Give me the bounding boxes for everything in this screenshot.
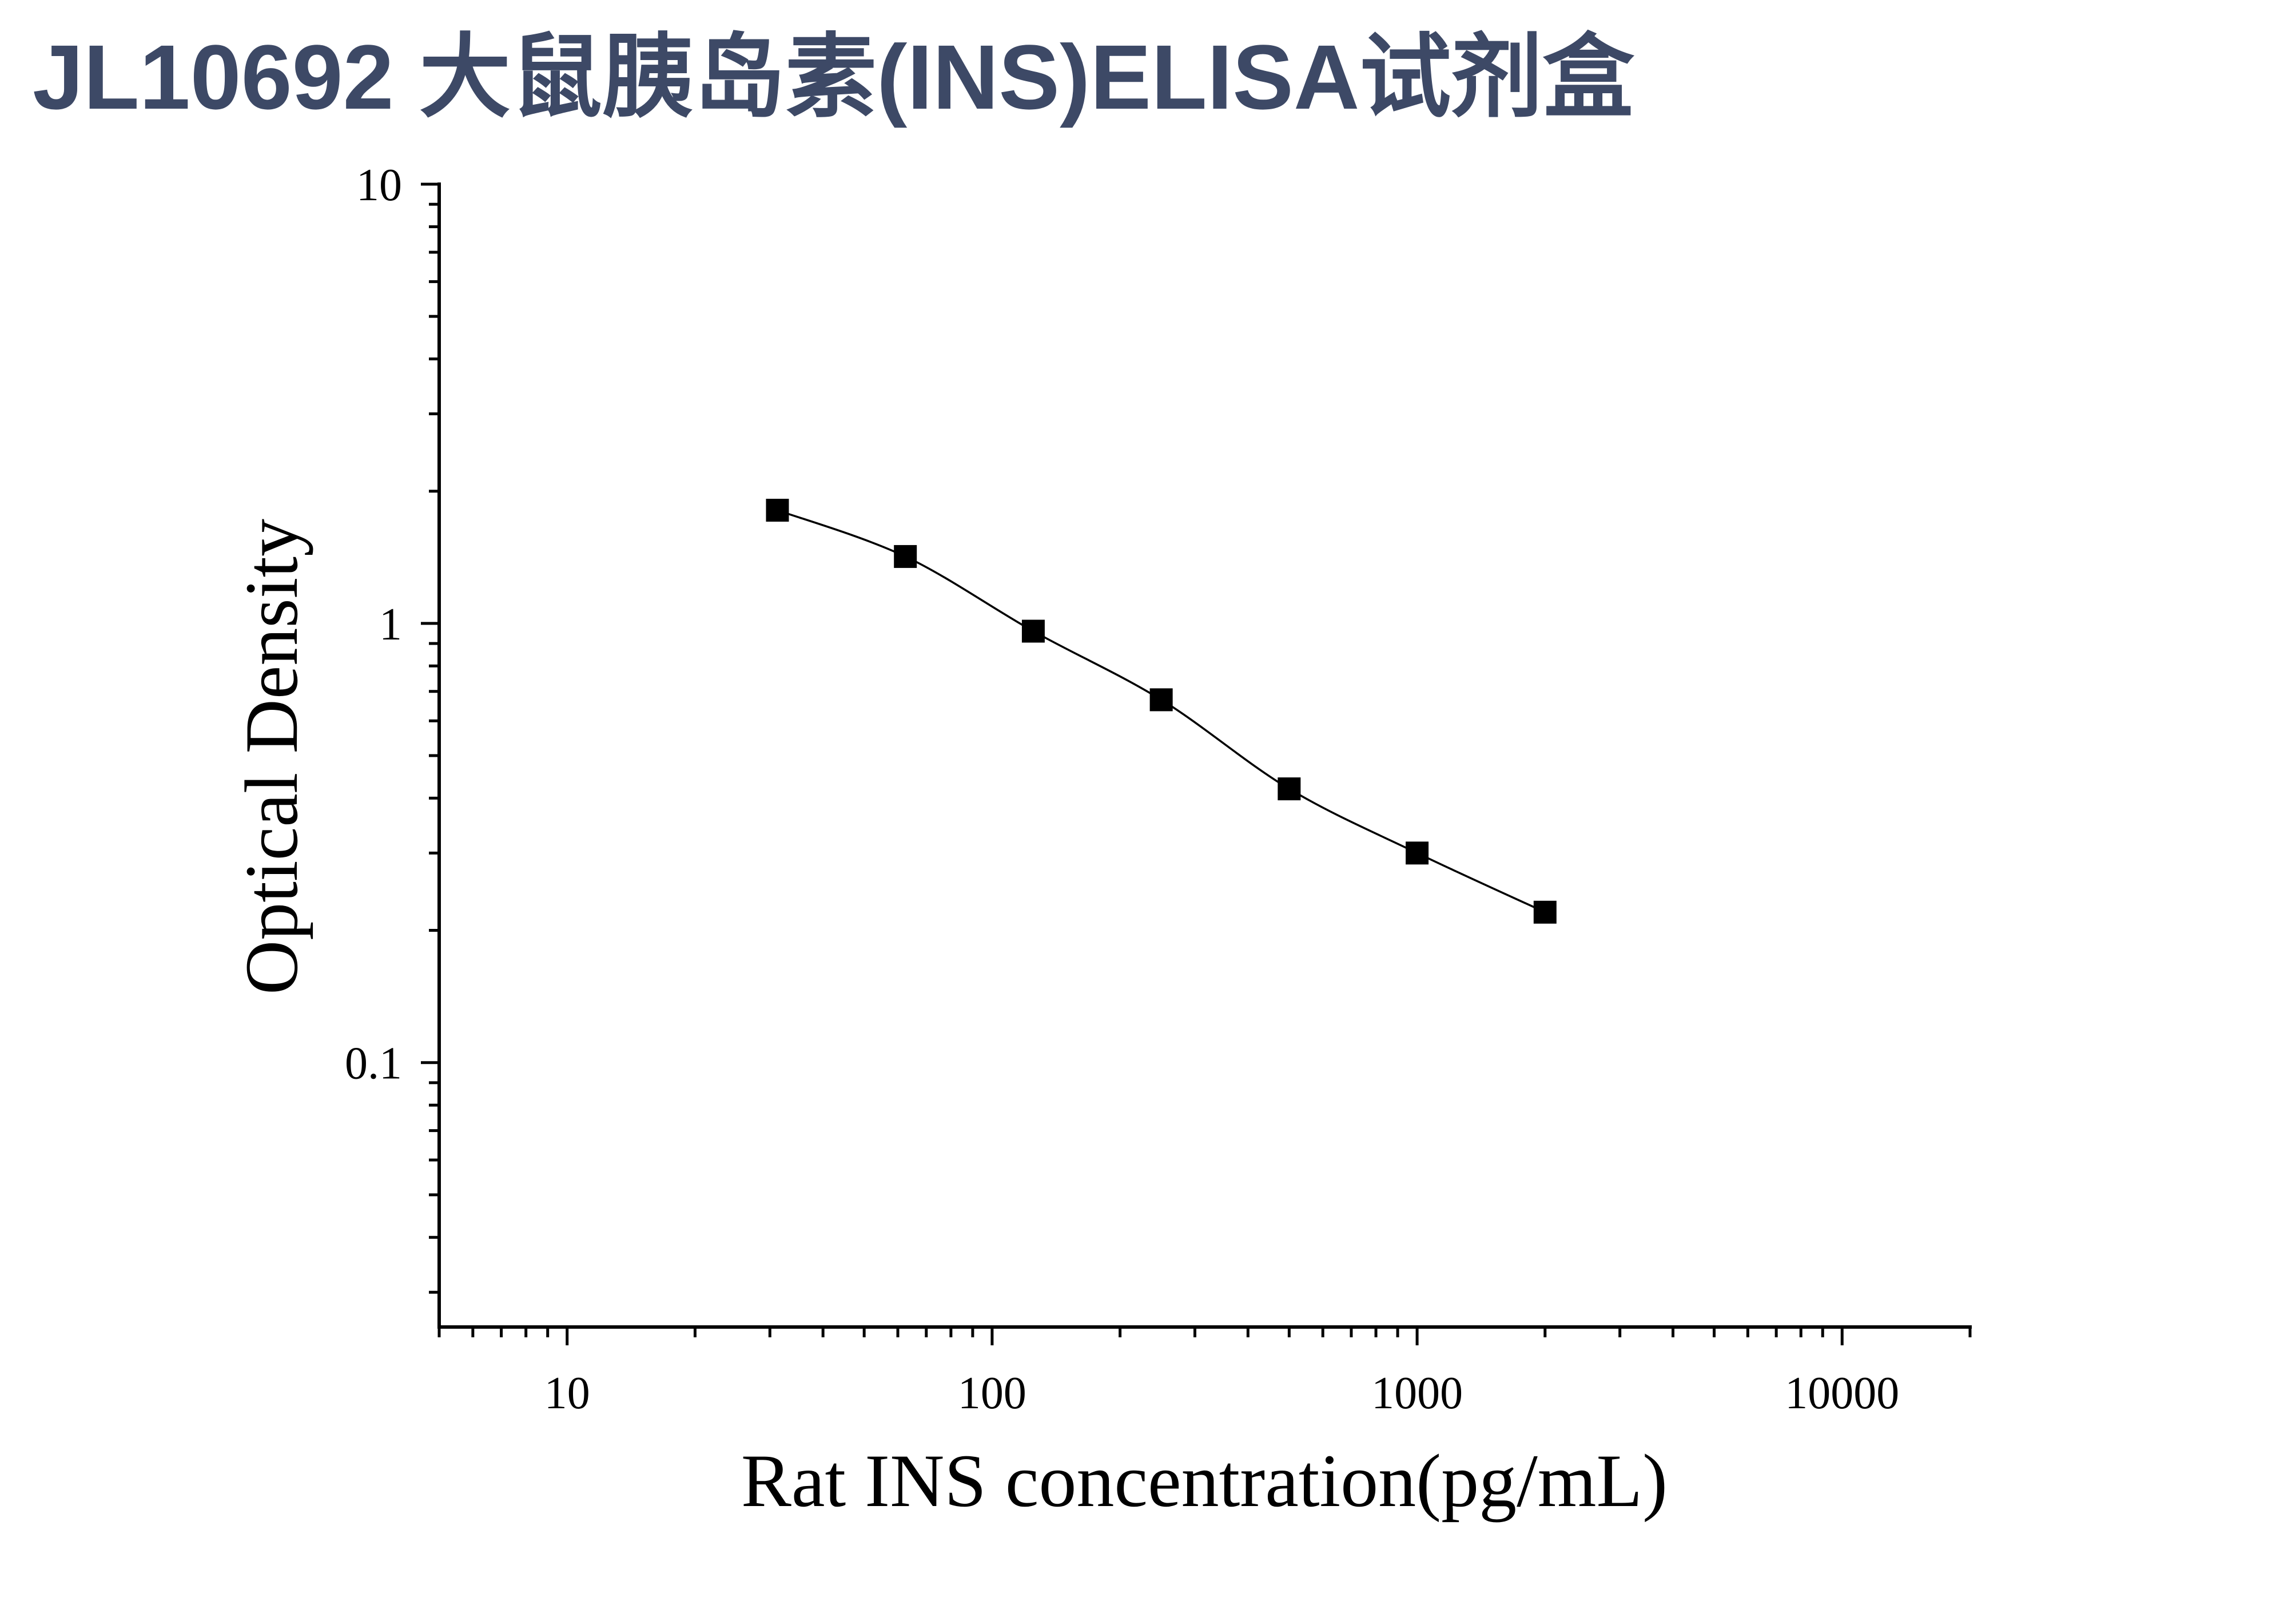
y-tick-label: 10 (356, 160, 402, 210)
data-point (894, 545, 917, 568)
data-point (1406, 841, 1429, 865)
x-tick-label: 10000 (1785, 1368, 1899, 1419)
y-tick-label: 1 (379, 599, 402, 650)
x-tick-label: 1000 (1371, 1368, 1463, 1419)
axis-tick-labels: 10 100 1000 10000 0.1 1 10 (345, 160, 1899, 1419)
x-tick-label: 100 (958, 1368, 1026, 1419)
x-tick-label: 10 (544, 1368, 590, 1419)
axes (437, 182, 1972, 1329)
y-axis-label: Optical Density (229, 519, 313, 995)
data-point (1533, 900, 1557, 924)
data-point (766, 498, 789, 522)
page-title: JL10692 大鼠胰岛素(INS)ELISA试剂盒 (33, 26, 1634, 128)
x-axis-label: Rat INS concentration(pg/mL) (741, 1439, 1668, 1523)
data-point (1021, 619, 1045, 643)
data-points-layer (766, 498, 1557, 924)
y-tick-label: 0.1 (345, 1039, 402, 1089)
data-point (1149, 688, 1173, 712)
data-point (1278, 777, 1301, 801)
axis-ticks (421, 182, 1972, 1345)
